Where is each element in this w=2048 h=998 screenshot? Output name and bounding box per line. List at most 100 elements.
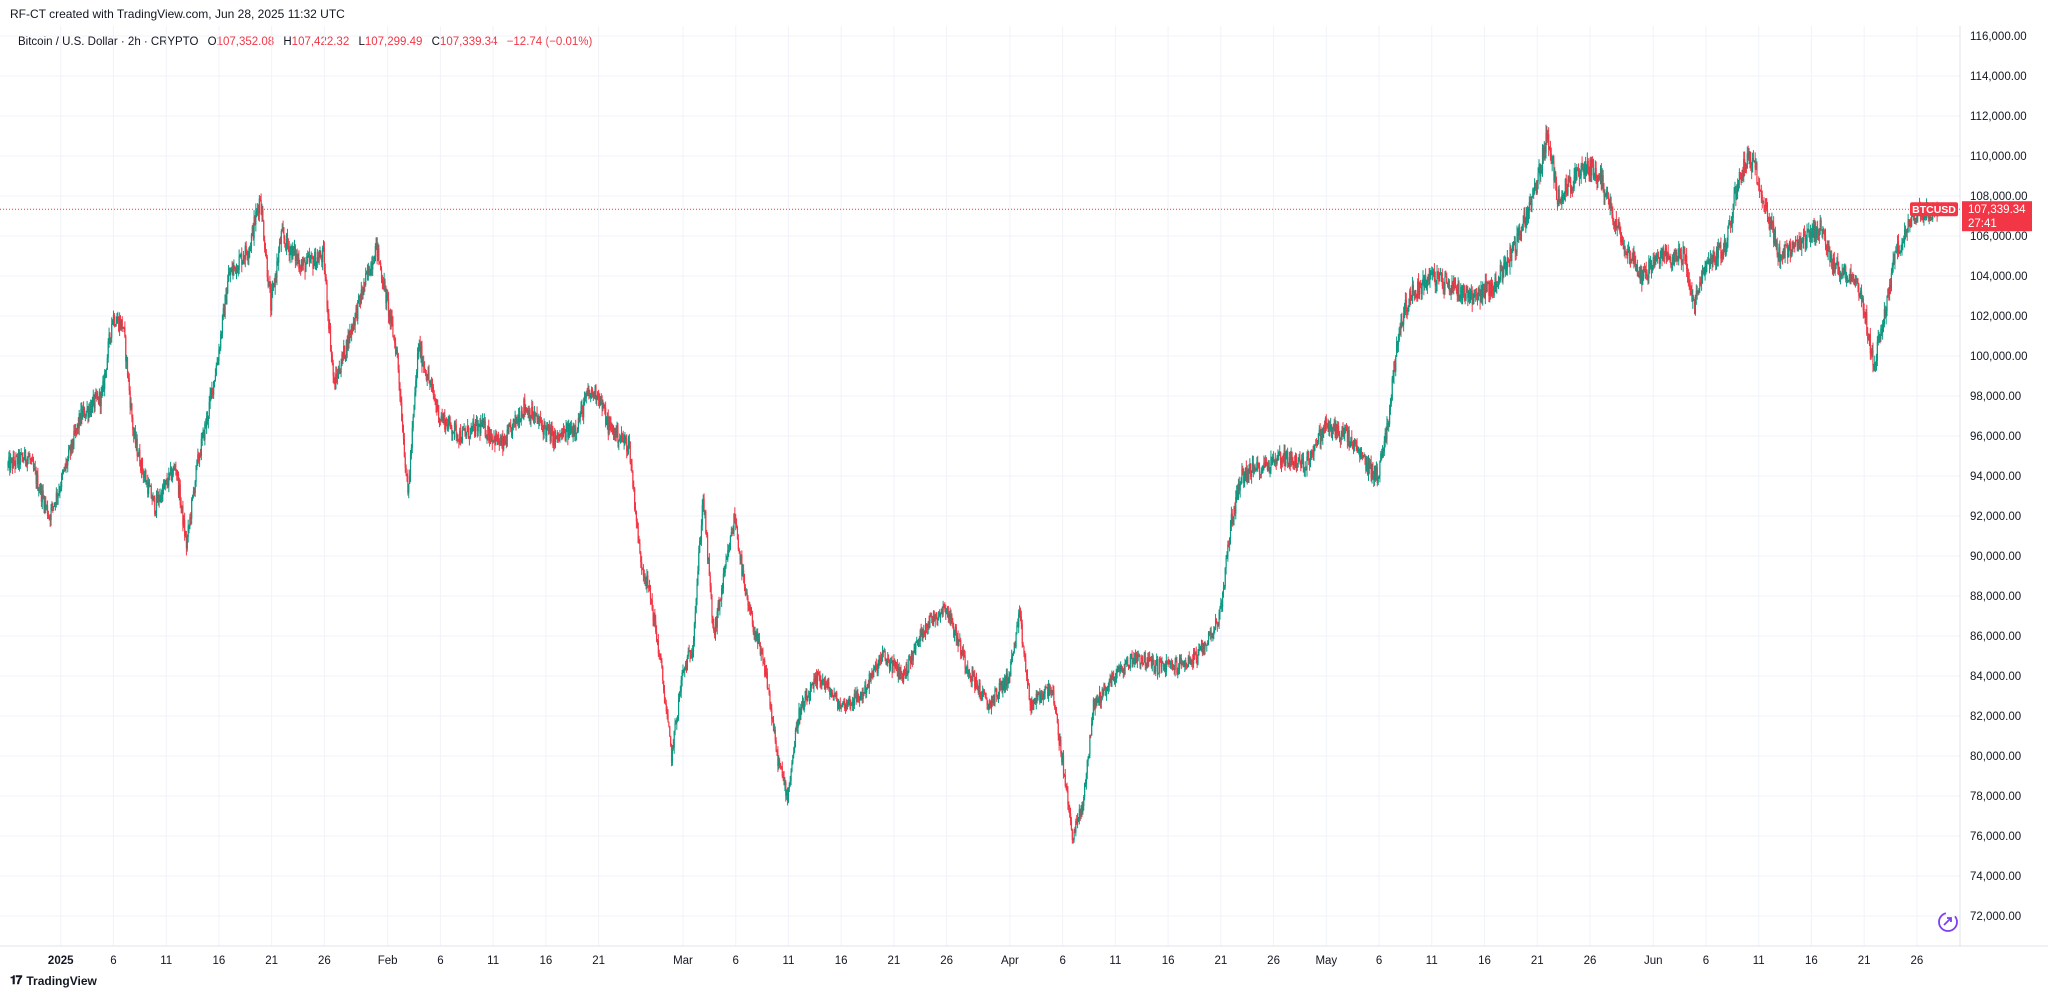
candle-body: [1454, 284, 1457, 288]
candle-body: [440, 415, 442, 420]
candle-body: [1632, 256, 1634, 263]
candle-body: [118, 317, 120, 331]
candle-body: [364, 282, 366, 285]
candle-body: [875, 664, 877, 667]
candle-body: [1157, 672, 1160, 674]
candle-body: [1801, 241, 1803, 249]
candle-body: [1284, 450, 1286, 465]
candle-body: [1678, 247, 1680, 261]
candle-body: [355, 307, 357, 314]
replay-icon[interactable]: [1938, 912, 1958, 932]
candle-body: [1424, 275, 1426, 288]
candle-body: [1149, 658, 1151, 661]
candle-body: [792, 754, 794, 763]
candle-body: [126, 357, 129, 376]
candle-body: [397, 353, 399, 370]
candle-body: [837, 705, 840, 710]
candle-body: [1192, 659, 1194, 665]
y-tick-label: 116,000.00: [1970, 31, 2027, 43]
candle-body: [1671, 257, 1674, 264]
candle-body: [1471, 290, 1473, 305]
candle-body: [1363, 454, 1365, 457]
candle-body: [1096, 699, 1098, 705]
candle-body: [1824, 233, 1826, 236]
candle-body: [1417, 281, 1420, 295]
candle-body: [474, 425, 476, 436]
candle-body: [839, 703, 841, 710]
candle-body: [1690, 288, 1692, 290]
candle-body: [1728, 222, 1730, 227]
candle-body: [1601, 175, 1603, 190]
candle-body: [1374, 465, 1377, 476]
candle-body: [998, 682, 1000, 696]
candle-body: [1140, 663, 1142, 665]
candle-body: [85, 411, 87, 417]
candle-body: [1326, 423, 1328, 426]
candle-body: [1040, 693, 1042, 703]
candle-body: [1280, 458, 1283, 466]
candle-body: [1244, 467, 1247, 478]
candle-body: [31, 458, 33, 461]
candle-body: [1268, 462, 1270, 471]
candle-body: [748, 605, 750, 611]
candle-body: [1706, 261, 1708, 266]
candle-body: [1862, 298, 1864, 311]
candle-body: [777, 750, 779, 767]
candle-body: [287, 244, 289, 247]
candle-body: [1436, 271, 1438, 285]
candle-body: [1183, 662, 1185, 667]
candle-body: [1092, 699, 1095, 714]
candle-body: [1736, 192, 1738, 200]
candle-body: [390, 315, 392, 322]
candle-body: [580, 406, 582, 417]
candle-body: [1050, 690, 1052, 693]
candle-body: [1482, 283, 1484, 299]
candle-body: [1672, 257, 1675, 265]
candle-body: [742, 570, 744, 576]
candle-body: [161, 492, 163, 501]
candle-body: [609, 422, 611, 424]
candle-body: [111, 324, 113, 338]
candle-body: [1351, 437, 1353, 443]
candle-body: [346, 340, 348, 351]
candle-body: [1661, 248, 1663, 259]
candle-body: [706, 533, 708, 535]
candle-body: [622, 437, 624, 442]
symbol-label[interactable]: Bitcoin / U.S. Dollar · 2h · CRYPTO: [18, 36, 199, 48]
footer-brand[interactable]: 𝟏𝟕 TradingView: [10, 973, 97, 988]
candle-body: [813, 678, 815, 688]
candle-body: [1530, 201, 1532, 206]
candle-body: [1821, 230, 1823, 232]
candle-body: [1270, 456, 1272, 471]
candle-body: [1299, 458, 1301, 464]
time-axis[interactable]: 2025 6 11 16 21 26 Feb 6 11 16 21 Mar 6 11 16 21 26 Apr 6 1…: [48, 955, 1923, 967]
candle-body: [1306, 456, 1308, 470]
candle-body: [1621, 240, 1623, 243]
candle-body: [1180, 657, 1182, 666]
candle-body: [148, 483, 151, 487]
y-tick-label: 94,000.00: [1970, 471, 2021, 483]
candle-body: [20, 453, 22, 455]
candle-body: [948, 613, 950, 619]
candle-body: [753, 632, 755, 636]
candle-body: [195, 465, 197, 482]
candle-body: [1515, 252, 1517, 254]
candle-body: [1004, 679, 1007, 686]
candle-body: [738, 549, 740, 552]
candle-body: [733, 514, 735, 533]
candle-body: [779, 760, 781, 764]
candle-body: [1056, 714, 1058, 723]
candle-body: [566, 424, 568, 428]
candle-body: [393, 336, 395, 338]
candle-body: [1182, 662, 1184, 663]
candle-body: [1498, 277, 1501, 281]
candle-body: [1452, 281, 1454, 289]
candle-body: [422, 362, 424, 367]
candle-body: [1000, 682, 1002, 687]
price-axis[interactable]: 72,000.0074,000.0076,000.0078,000.0080,0…: [1970, 31, 2028, 923]
candle-body: [924, 631, 926, 634]
candle-body: [1045, 686, 1047, 688]
candle-body: [873, 666, 876, 669]
candle-body: [1098, 692, 1101, 700]
